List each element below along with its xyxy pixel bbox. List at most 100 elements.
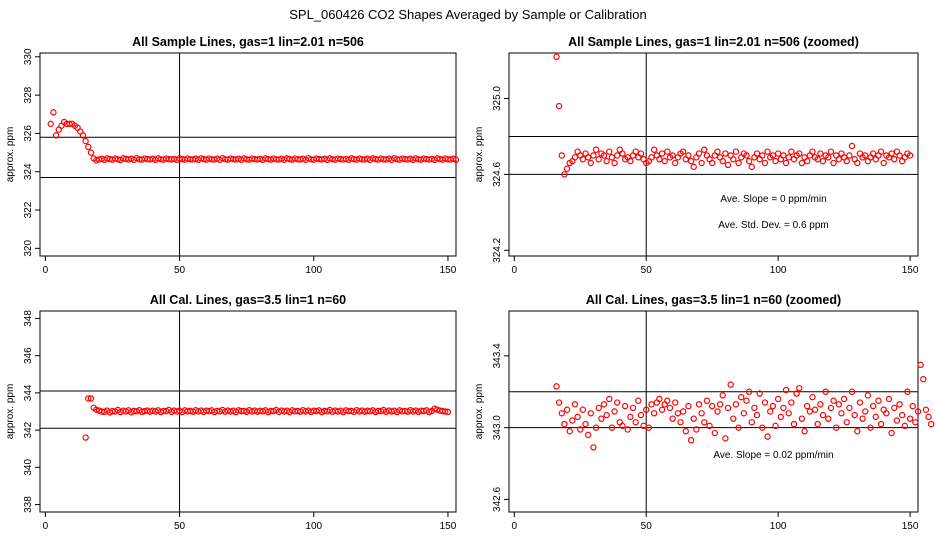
data-point bbox=[698, 410, 705, 417]
y-axis-label: approx. ppm bbox=[5, 127, 16, 183]
data-point bbox=[732, 401, 740, 408]
data-point bbox=[809, 148, 816, 155]
data-point bbox=[558, 410, 565, 417]
data-point bbox=[761, 159, 769, 167]
x-tick-label: 0 bbox=[43, 265, 49, 276]
data-point bbox=[782, 386, 790, 394]
data-point bbox=[772, 157, 779, 165]
y-tick-label: 324.2 bbox=[492, 237, 503, 262]
x-tick-label: 150 bbox=[440, 521, 457, 532]
data-point bbox=[745, 157, 753, 165]
data-point bbox=[896, 152, 903, 159]
data-point bbox=[730, 415, 737, 422]
data-point bbox=[785, 154, 792, 161]
panel-title: All Sample Lines, gas=1 lin=2.01 n=506 (… bbox=[568, 35, 859, 49]
data-point bbox=[444, 408, 452, 416]
data-point bbox=[883, 410, 890, 417]
data-point bbox=[811, 406, 819, 413]
data-point bbox=[848, 388, 856, 395]
x-tick-label: 100 bbox=[770, 265, 787, 276]
data-point bbox=[759, 424, 766, 431]
data-point bbox=[888, 429, 895, 437]
data-point bbox=[592, 424, 600, 431]
data-point bbox=[714, 408, 721, 415]
data-point bbox=[677, 419, 684, 426]
data-point bbox=[563, 406, 571, 413]
data-point bbox=[587, 410, 595, 417]
data-point bbox=[561, 420, 568, 428]
x-tick-label: 100 bbox=[305, 521, 322, 532]
data-point bbox=[819, 411, 827, 419]
data-point bbox=[648, 401, 655, 408]
data-point bbox=[613, 152, 621, 159]
data-point bbox=[927, 420, 935, 428]
data-point bbox=[751, 404, 758, 412]
data-point bbox=[577, 426, 584, 433]
data-point bbox=[880, 159, 887, 167]
data-point bbox=[909, 402, 916, 410]
data-point bbox=[687, 437, 695, 444]
data-point bbox=[851, 411, 858, 419]
data-point bbox=[809, 393, 816, 401]
data-point bbox=[753, 411, 761, 419]
x-tick-label: 50 bbox=[641, 521, 653, 532]
data-point bbox=[82, 434, 89, 441]
data-point bbox=[672, 399, 679, 406]
data-point bbox=[603, 411, 610, 419]
y-tick-label: 343.0 bbox=[492, 415, 503, 440]
data-point bbox=[788, 399, 795, 406]
y-tick-label: 344 bbox=[23, 384, 34, 401]
data-point bbox=[862, 152, 869, 159]
data-point bbox=[687, 157, 695, 165]
data-point bbox=[627, 157, 634, 165]
data-point bbox=[843, 419, 850, 426]
data-point bbox=[753, 150, 761, 157]
data-point bbox=[632, 148, 639, 155]
data-point bbox=[624, 426, 631, 433]
data-point bbox=[666, 404, 674, 412]
y-tick-label: 342.6 bbox=[492, 486, 503, 511]
data-point bbox=[555, 399, 563, 406]
data-point bbox=[793, 390, 800, 397]
data-point bbox=[47, 120, 54, 128]
data-point bbox=[566, 428, 573, 435]
data-point bbox=[756, 390, 763, 397]
data-point bbox=[898, 411, 906, 419]
data-point bbox=[650, 146, 658, 153]
data-point bbox=[85, 143, 92, 151]
data-point bbox=[569, 417, 576, 424]
data-point bbox=[917, 361, 924, 369]
data-point bbox=[635, 397, 642, 404]
data-point bbox=[891, 404, 898, 412]
data-point bbox=[621, 402, 629, 410]
data-point bbox=[814, 156, 821, 163]
y-tick-label: 346 bbox=[23, 347, 34, 364]
data-point bbox=[703, 397, 711, 404]
data-point bbox=[920, 375, 927, 383]
data-point bbox=[912, 419, 919, 426]
data-point bbox=[803, 157, 811, 165]
data-point bbox=[627, 413, 634, 421]
data-point bbox=[838, 410, 845, 417]
data-point bbox=[656, 395, 663, 403]
data-point bbox=[761, 399, 769, 406]
data-point bbox=[79, 132, 87, 139]
data-point bbox=[846, 152, 853, 159]
x-tick-label: 0 bbox=[511, 265, 517, 276]
data-point bbox=[695, 150, 703, 157]
data-point bbox=[714, 148, 721, 155]
data-point bbox=[656, 156, 663, 163]
data-point bbox=[719, 392, 726, 399]
y-tick-label: 343.4 bbox=[492, 343, 503, 368]
data-point bbox=[595, 404, 602, 412]
data-point bbox=[685, 152, 692, 159]
data-point bbox=[711, 429, 719, 437]
data-point bbox=[748, 419, 755, 426]
data-point bbox=[672, 159, 679, 167]
data-point bbox=[922, 406, 930, 413]
data-point bbox=[833, 424, 840, 431]
annotation-text: Ave. Slope = 0.02 ppm/min bbox=[713, 450, 833, 461]
x-tick-label: 0 bbox=[511, 521, 517, 532]
data-point bbox=[780, 152, 787, 159]
